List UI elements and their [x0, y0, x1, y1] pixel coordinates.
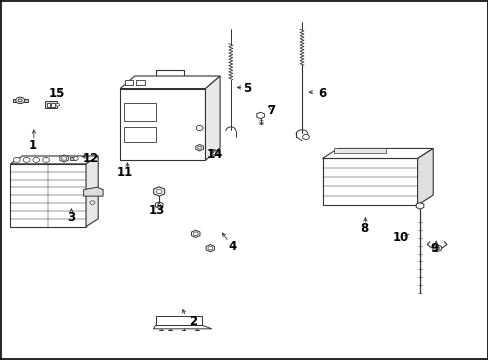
Text: 6: 6 [318, 87, 326, 100]
Polygon shape [322, 158, 417, 205]
Polygon shape [10, 156, 98, 164]
Bar [333, 148, 385, 153]
Circle shape [13, 157, 20, 162]
Polygon shape [153, 325, 211, 329]
Circle shape [33, 157, 40, 162]
Text: 13: 13 [148, 204, 164, 217]
Polygon shape [10, 164, 86, 226]
Polygon shape [83, 187, 103, 196]
Text: 15: 15 [48, 87, 65, 100]
Circle shape [23, 157, 30, 162]
Polygon shape [432, 244, 441, 252]
Circle shape [18, 99, 22, 102]
Polygon shape [191, 230, 200, 237]
Text: 7: 7 [267, 104, 275, 117]
Polygon shape [206, 244, 214, 252]
Circle shape [156, 189, 162, 194]
Polygon shape [256, 112, 264, 119]
Polygon shape [415, 203, 423, 209]
Circle shape [56, 103, 60, 106]
Bar [51, 103, 55, 107]
Text: 11: 11 [117, 166, 133, 179]
Polygon shape [13, 99, 27, 102]
Bar [136, 81, 145, 85]
Circle shape [196, 126, 203, 131]
Polygon shape [60, 155, 68, 162]
Polygon shape [210, 150, 218, 156]
Bar [124, 127, 156, 142]
Bar [124, 103, 156, 121]
Polygon shape [155, 202, 163, 208]
Circle shape [42, 157, 49, 162]
Circle shape [193, 232, 198, 235]
Text: 2: 2 [189, 315, 197, 328]
Bar [124, 81, 133, 85]
Circle shape [207, 246, 212, 250]
Circle shape [16, 97, 24, 104]
Circle shape [302, 134, 309, 139]
Bar [46, 103, 50, 107]
Text: 4: 4 [228, 240, 236, 253]
Text: 5: 5 [243, 82, 250, 95]
Bar [44, 101, 57, 108]
Circle shape [434, 246, 439, 250]
Circle shape [90, 201, 95, 204]
Polygon shape [322, 148, 432, 158]
Polygon shape [205, 76, 220, 160]
Text: 12: 12 [82, 152, 99, 165]
Polygon shape [195, 144, 203, 151]
Polygon shape [120, 89, 205, 160]
Circle shape [212, 152, 216, 154]
Text: 3: 3 [67, 211, 75, 224]
Polygon shape [417, 148, 432, 205]
Bar [156, 316, 202, 325]
Text: 9: 9 [429, 242, 438, 255]
Polygon shape [120, 76, 220, 89]
Circle shape [61, 157, 66, 160]
Text: 1: 1 [28, 139, 37, 152]
Polygon shape [86, 156, 98, 226]
Text: 10: 10 [391, 231, 408, 244]
Text: 8: 8 [359, 222, 367, 235]
Text: 14: 14 [206, 148, 223, 161]
Polygon shape [153, 187, 164, 196]
Bar [70, 157, 76, 160]
Circle shape [197, 146, 201, 149]
Circle shape [73, 157, 78, 160]
